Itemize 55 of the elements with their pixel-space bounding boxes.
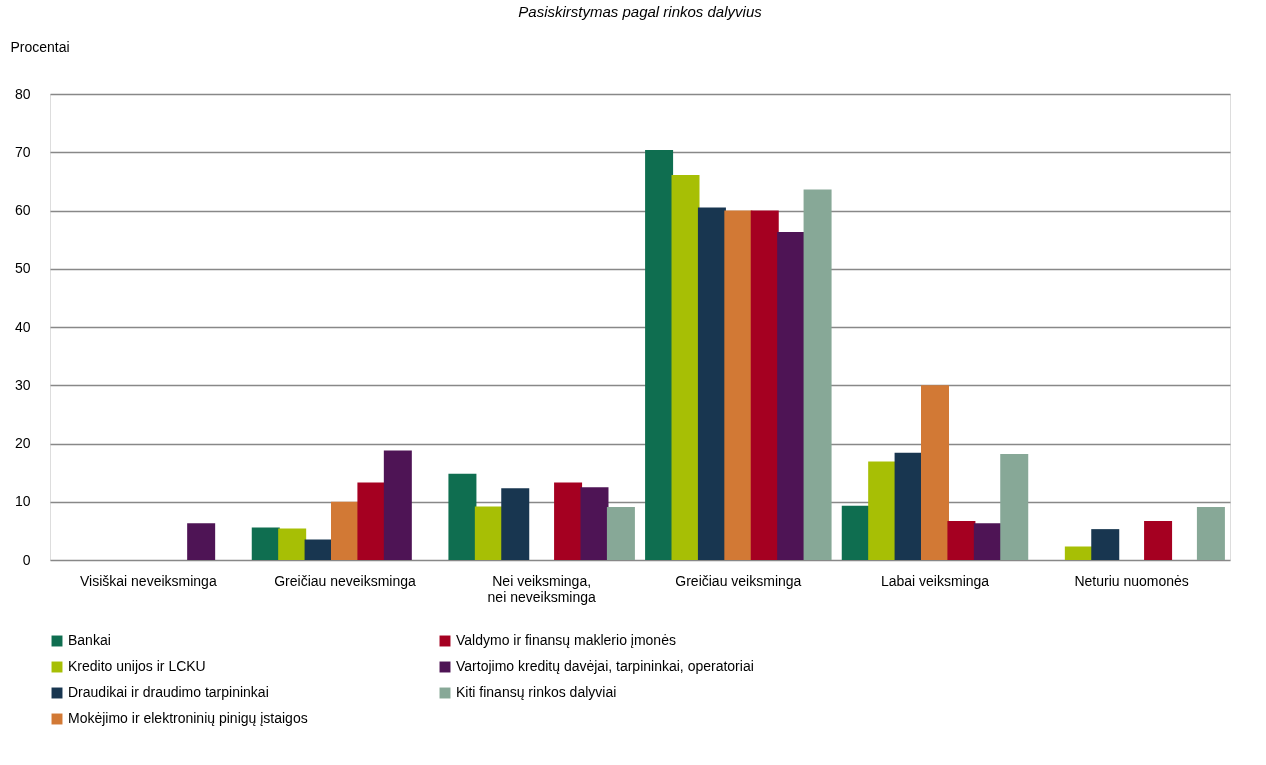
y-axis-title: Procentai [10,38,70,55]
bar [894,452,923,560]
bar [304,539,333,560]
x-tick-label: Greičiau veiksminga [675,572,802,589]
bar [357,482,386,560]
bar [331,501,359,560]
bar [580,487,609,560]
x-tick-label: Visiškai neveiksminga [79,572,217,589]
bar [1091,529,1120,560]
legend-label: Valdymo ir finansų maklerio įmonės [456,632,676,648]
bar [187,523,216,560]
bar [383,450,412,560]
y-tick-label: 20 [14,435,31,451]
bar [251,527,280,560]
bar [1196,506,1225,560]
y-tick-label: 40 [14,318,31,335]
bar [803,189,832,560]
y-tick-label: 10 [14,493,31,510]
legend-label: Draudikai ir draudimo tarpininkai [68,684,269,700]
bar [554,482,583,560]
bar [868,461,897,560]
legend-label: Mokėjimo ir elektroninių pinigų įstaigos [68,710,308,726]
y-tick-label: 0 [22,551,31,568]
y-tick-label: 60 [14,202,31,218]
bar [278,528,307,560]
bar [947,520,976,560]
y-tick-label: 30 [14,376,31,393]
bar [448,473,477,560]
legend-label: Kiti finansų rinkos dalyviai [456,684,617,700]
bar [1144,520,1173,560]
x-tick-label: Neturiu nuomonės [1074,572,1189,589]
x-tick-label: Greičiau neveiksminga [274,572,417,589]
bar [724,210,753,560]
bar [1064,546,1093,560]
y-tick-label: 50 [14,260,31,277]
legend-label: Kredito unijos ir LCKU [68,658,206,674]
bar [1000,453,1029,560]
bar [697,207,726,560]
bar [671,174,700,560]
bar [777,232,806,560]
y-tick-label: 70 [14,143,31,160]
bar [606,506,635,560]
chart-title: Pasiskirstymas pagal rinkos dalyvius [518,3,763,20]
bar [921,385,949,560]
y-tick-label: 80 [14,85,31,102]
legend-label: Vartojimo kreditų davėjai, tarpininkai, operatoriai [456,658,754,674]
x-tick-label: Labai veiksminga [880,572,990,589]
bar [645,149,674,560]
x-tick-label: Nei veiksminga, nei neveiksminga [487,572,596,605]
bar [501,488,530,560]
bar [841,505,870,560]
legend-label: Bankai [68,632,111,648]
bar [750,210,779,560]
bar [973,523,1002,560]
bar [474,506,503,560]
